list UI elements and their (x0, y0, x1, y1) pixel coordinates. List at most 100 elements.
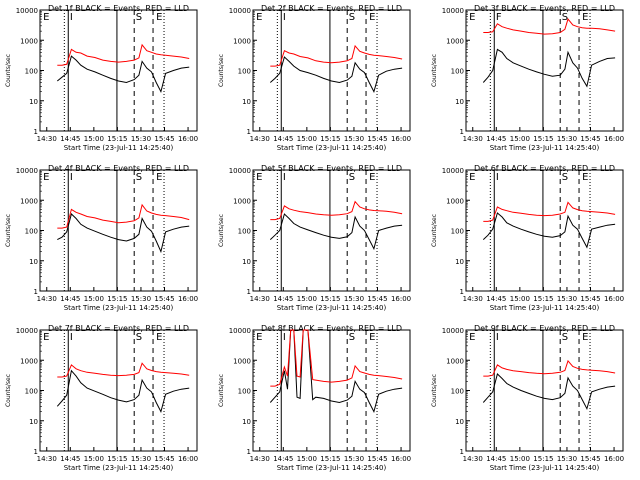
chart-title: Det 4f BLACK = Events, RED = LLD (48, 164, 189, 173)
chart-panel: Det 5f BLACK = Events, RED = LLD 1 10 100 10… (218, 164, 411, 312)
marker-letter: E (469, 172, 475, 183)
lld-series-line (483, 359, 616, 377)
y-tick-label: 1000 (233, 357, 251, 365)
marker-letter: S (349, 172, 355, 183)
x-tick-label: 15:45 (580, 135, 600, 143)
x-axis-label: Start Time (23-Jul-11 14:25:40) (490, 464, 600, 472)
x-tick-label: 15:45 (580, 295, 600, 303)
x-tick-label: 14:45 (60, 455, 80, 463)
chart-title: Det 2f BLACK = Events, RED = LLD (261, 4, 402, 13)
marker-letter: S (136, 172, 142, 183)
chart-panel: Det 6f BLACK = Events, RED = LLD 1 10 100 10… (431, 164, 624, 312)
y-tick-label: 100 (451, 228, 464, 236)
x-tick-label: 14:45 (486, 135, 506, 143)
marker-letter: I (70, 172, 73, 183)
x-tick-label: 16:00 (604, 455, 624, 463)
marker-letter: E (469, 12, 475, 23)
y-tick-label: 100 (238, 68, 251, 76)
y-tick-label: 10 (242, 98, 251, 106)
x-tick-label: 15:45 (580, 455, 600, 463)
x-tick-label: 15:30 (344, 135, 364, 143)
y-tick-label: 1 (34, 128, 38, 136)
marker-letter: I (496, 332, 499, 343)
events-series-line (269, 213, 403, 251)
marker-letter: E (156, 332, 162, 343)
marker-letter: E (582, 12, 588, 23)
x-axis-label: Start Time (23-Jul-11 14:25:40) (277, 304, 387, 312)
y-tick-label: 10 (29, 258, 38, 266)
marker-letter: E (43, 332, 49, 343)
x-tick-label: 14:30 (250, 295, 270, 303)
x-tick-label: 14:45 (273, 295, 293, 303)
x-tick-label: 15:00 (510, 295, 530, 303)
y-tick-label: 1 (247, 128, 251, 136)
marker-letter: E (256, 332, 262, 343)
marker-letter: I (283, 172, 286, 183)
x-tick-label: 14:45 (60, 295, 80, 303)
chart-panel: Det 2f BLACK = Events, RED = LLD 1 10 100 10… (218, 4, 411, 152)
marker-letter: E (582, 172, 588, 183)
marker-letter: F (496, 12, 502, 23)
x-tick-label: 14:30 (37, 295, 57, 303)
lld-series-line (270, 44, 403, 67)
x-tick-label: 15:00 (297, 295, 317, 303)
x-tick-label: 14:45 (486, 295, 506, 303)
marker-letter: S (136, 332, 142, 343)
x-tick-label: 16:00 (391, 135, 411, 143)
y-tick-label: 10 (455, 98, 464, 106)
x-tick-label: 14:30 (463, 455, 483, 463)
x-tick-label: 16:00 (604, 295, 624, 303)
y-tick-label: 10000 (16, 167, 38, 175)
plot-frame (465, 169, 624, 292)
x-tick-label: 15:15 (320, 295, 340, 303)
marker-letter: E (256, 172, 262, 183)
x-tick-label: 14:30 (463, 135, 483, 143)
y-tick-label: 1000 (233, 37, 251, 45)
x-tick-label: 16:00 (604, 135, 624, 143)
marker-letter: S (562, 12, 568, 23)
events-series-line (269, 56, 403, 93)
lld-series-line (270, 200, 403, 221)
marker-letter: E (156, 172, 162, 183)
y-tick-label: 10 (455, 258, 464, 266)
x-tick-label: 15:45 (367, 455, 387, 463)
lld-series-line (270, 329, 403, 387)
x-axis-label: Start Time (23-Jul-11 14:25:40) (490, 144, 600, 152)
y-tick-label: 100 (25, 228, 38, 236)
y-tick-label: 1000 (233, 197, 251, 205)
y-tick-label: 100 (451, 68, 464, 76)
x-tick-label: 14:30 (37, 455, 57, 463)
marker-letter: S (562, 172, 568, 183)
x-tick-label: 15:00 (297, 455, 317, 463)
y-tick-label: 10000 (16, 7, 38, 15)
y-tick-label: 10 (242, 258, 251, 266)
chart-panel: Det 1f BLACK = Events, RED = LLD 1 10 100 10… (5, 4, 198, 152)
x-tick-label: 15:15 (107, 455, 127, 463)
marker-letter: S (349, 12, 355, 23)
x-tick-label: 15:30 (131, 295, 151, 303)
marker-letter: E (369, 172, 375, 183)
chart-title: Det 5f BLACK = Events, RED = LLD (261, 164, 402, 173)
y-tick-label: 100 (238, 228, 251, 236)
y-tick-label: 1 (247, 448, 251, 456)
x-tick-label: 15:30 (557, 455, 577, 463)
y-tick-label: 10000 (442, 7, 464, 15)
x-tick-label: 15:30 (131, 135, 151, 143)
y-tick-label: 1 (460, 128, 464, 136)
x-axis-label: Start Time (23-Jul-11 14:25:40) (64, 304, 174, 312)
y-tick-label: 100 (451, 388, 464, 396)
y-tick-label: 10 (242, 418, 251, 426)
chart-panel: Det 7f BLACK = Events, RED = LLD 1 10 100 10… (5, 324, 198, 472)
x-tick-label: 16:00 (178, 135, 198, 143)
chart-title: Det 3f BLACK = Events, RED = LLD (474, 4, 615, 13)
marker-letter: E (156, 12, 162, 23)
y-tick-label: 10000 (229, 167, 251, 175)
x-axis-label: Start Time (23-Jul-11 14:25:40) (277, 144, 387, 152)
x-tick-label: 15:00 (84, 455, 104, 463)
lld-series-line (57, 362, 190, 378)
y-tick-label: 10 (455, 418, 464, 426)
y-tick-label: 1000 (20, 197, 38, 205)
plot-frame (39, 329, 198, 452)
x-axis-label: Start Time (23-Jul-11 14:25:40) (64, 144, 174, 152)
x-tick-label: 15:15 (533, 135, 553, 143)
